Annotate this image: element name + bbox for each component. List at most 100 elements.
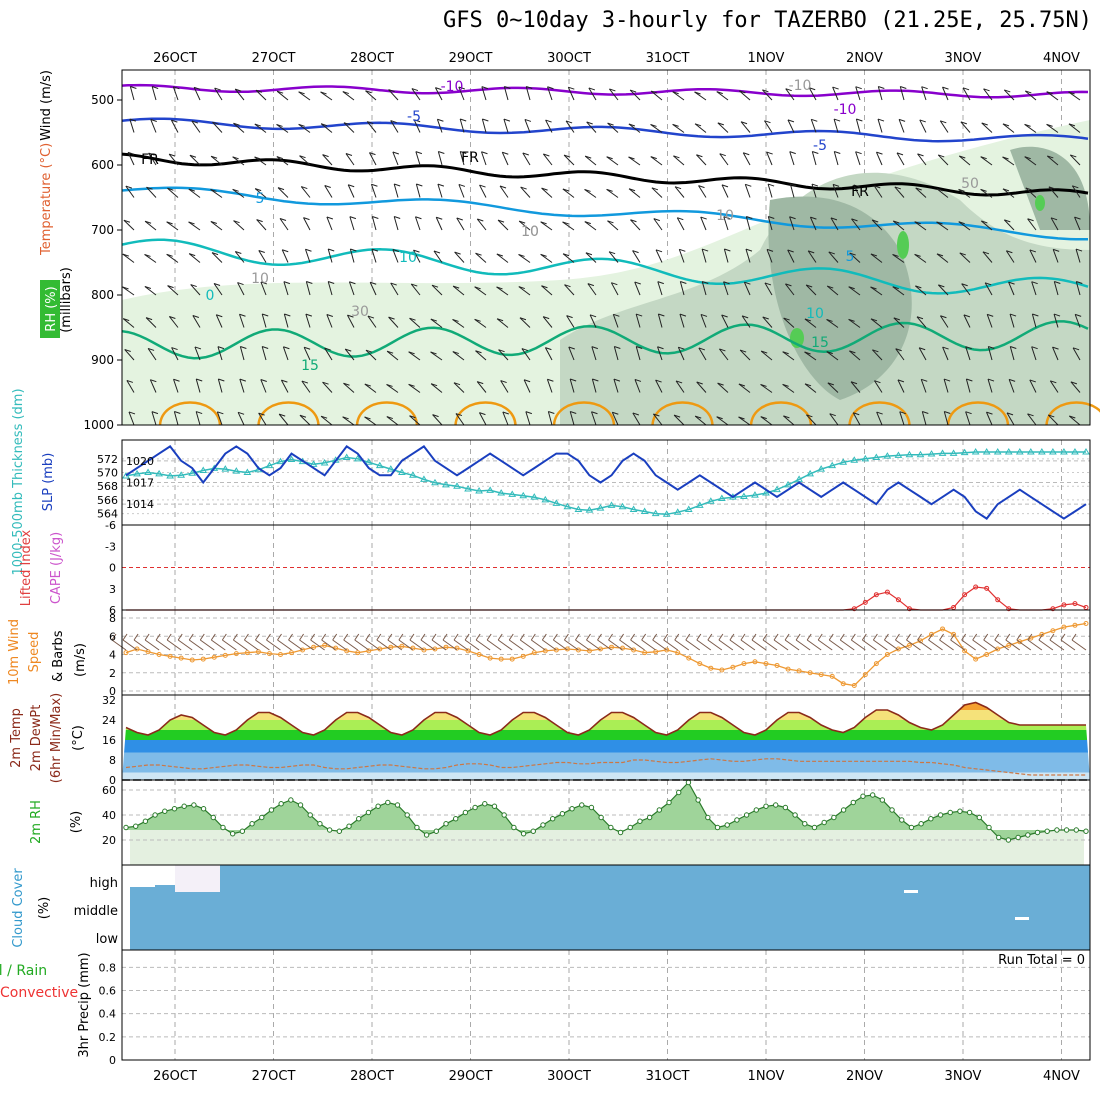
wind-barb-flag <box>303 217 310 221</box>
y-tick-label: 600 <box>91 158 114 172</box>
wind-barb-10m-flag <box>221 633 227 641</box>
wind-barb-flag <box>349 281 356 285</box>
wind-barb-flag <box>1004 89 1011 93</box>
thickness-point <box>1071 448 1079 455</box>
contour-minus10 <box>121 83 1089 99</box>
wind-barb <box>320 415 333 426</box>
wind-barb <box>345 153 355 166</box>
wind-barb <box>232 188 245 198</box>
wind-barb-flag <box>496 318 504 322</box>
wind-barb-flag <box>828 251 835 255</box>
wind-speed-point <box>542 648 548 654</box>
wind-barb-flag <box>853 412 860 416</box>
wind-barb-flag <box>694 91 701 95</box>
wind-barb-flag <box>1006 250 1013 254</box>
wind-barb-flag <box>301 186 308 190</box>
wind-barb-flag <box>651 187 659 191</box>
wind-barb-10m-flag <box>883 633 889 641</box>
thickness-point <box>409 471 417 478</box>
contour-label: -10 <box>789 78 812 94</box>
cape-point <box>984 585 990 591</box>
wind-barb <box>608 88 619 101</box>
wind-barb <box>276 90 289 101</box>
wind-barb <box>987 378 993 393</box>
rh-point <box>365 809 372 816</box>
wind-barb <box>348 281 355 296</box>
wind-barb <box>1029 379 1037 393</box>
wind-barb <box>1027 413 1037 426</box>
cloud-unit-label: (%) <box>37 897 52 920</box>
wind-barb-flag <box>430 351 437 355</box>
contour-20 <box>1045 401 1100 426</box>
wind-barb-flag <box>632 412 639 416</box>
wind-barb-flag <box>474 318 481 322</box>
wind-barb-flag <box>592 378 599 382</box>
panel-frame-upper <box>121 69 1091 426</box>
wind-barb-flag <box>349 216 357 220</box>
thickness-point <box>287 455 296 463</box>
rh-point <box>782 804 789 811</box>
wind-barb <box>1006 412 1015 426</box>
wind-barb <box>326 216 333 231</box>
wind-barb <box>717 382 729 393</box>
wind-barb-flag <box>497 219 505 223</box>
wind-barb-flag <box>167 187 174 191</box>
wind-barb-flag <box>298 91 305 95</box>
wind-barb <box>634 281 641 296</box>
wind-barb-flag <box>980 156 987 160</box>
wind-barb-flag <box>851 218 858 222</box>
wind-barb-flag <box>233 220 240 224</box>
wind-barb <box>657 313 663 328</box>
rh-point <box>685 779 692 786</box>
wind-barb <box>876 411 883 426</box>
wind-barb <box>983 88 993 101</box>
wind-barb-flag <box>570 411 577 414</box>
wind-barb-flag <box>739 349 747 353</box>
wind-barb <box>855 151 861 166</box>
wind-barb <box>629 89 641 101</box>
date-label-top: 3NOV <box>945 51 982 66</box>
wind-barb-10m <box>707 639 723 651</box>
wind-barb <box>760 350 773 361</box>
rh-tick-label: 40 <box>102 809 116 822</box>
wind-barb <box>524 119 531 133</box>
wind-barb-flag <box>614 346 621 349</box>
date-label-bottom: 30OCT <box>547 1069 591 1084</box>
wind-barb-flag <box>364 416 371 420</box>
wind-barb <box>234 251 245 263</box>
wind-barb <box>787 249 795 263</box>
wind-barb-flag <box>609 88 616 92</box>
wind-barb-flag <box>237 411 245 415</box>
wind-barb <box>986 411 993 426</box>
wind-barb-10m-flag <box>354 633 360 641</box>
wind-tick-label: 2 <box>109 667 116 680</box>
wind-barb-flag <box>547 378 554 382</box>
wind-barb <box>650 124 663 133</box>
wind-barb <box>849 252 861 263</box>
wind-barb-flag <box>475 350 482 354</box>
wind-speed-point <box>311 644 317 650</box>
wind-barb <box>916 316 927 328</box>
wind-barb-flag <box>804 318 812 322</box>
wind-barb-10m-flag <box>332 633 338 641</box>
wind-barb-flag <box>810 216 817 220</box>
wind-barb <box>657 281 663 296</box>
wind-barb-flag <box>522 152 529 156</box>
rh-point <box>404 812 410 818</box>
wind-barb-flag <box>606 156 613 160</box>
contour-20 <box>158 401 222 426</box>
wind-barb <box>1074 216 1081 231</box>
date-label-bottom: 27OCT <box>252 1069 296 1084</box>
wind-axis-label-b: Speed <box>27 632 42 673</box>
wind-barb-flag <box>606 188 613 192</box>
wind-barb <box>940 315 949 328</box>
wind-barb <box>830 217 839 231</box>
wind-barb <box>518 254 531 263</box>
wind-barb-10m-flag <box>961 633 967 641</box>
wind-barb <box>496 253 509 263</box>
wind-barb <box>937 284 949 296</box>
wind-speed-point <box>873 661 879 667</box>
wind-barb <box>700 216 707 231</box>
wind-barb-flag <box>416 183 423 187</box>
thickness-point <box>960 448 969 456</box>
